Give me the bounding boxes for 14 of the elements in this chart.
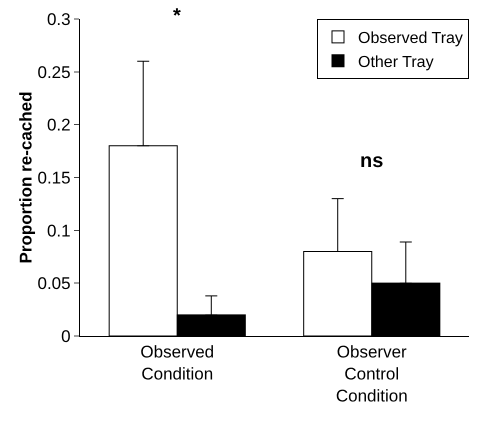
annotation: ns <box>360 150 384 172</box>
y-tick-label: 0.05 <box>38 274 71 294</box>
y-axis-title: Proportion re-cached <box>16 92 36 264</box>
y-tick-label: 0.2 <box>46 116 71 135</box>
y-tick-label: 0.25 <box>38 62 71 82</box>
y-tick-label: 0 <box>61 326 71 346</box>
legend-label: Observed Tray <box>358 30 463 48</box>
legend-label: Other Tray <box>358 54 434 71</box>
y-tick-label: 0.15 <box>38 168 71 188</box>
y-tick-label: 0.1 <box>46 221 71 240</box>
x-tick-label: Observed Condition <box>140 342 214 384</box>
annotation: * <box>173 5 181 27</box>
y-tick-label: 0.3 <box>46 10 71 29</box>
x-tick-label: Observer Control Condition <box>336 342 408 406</box>
